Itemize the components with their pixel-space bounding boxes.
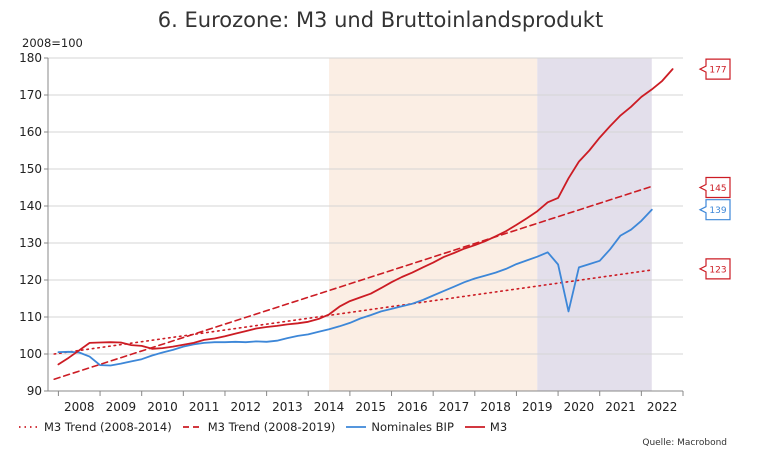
- legend-swatch: [464, 426, 485, 428]
- x-tick-label-2010: 2010: [147, 400, 178, 414]
- y-tick-label-100: 100: [19, 347, 42, 361]
- x-tick-label-2018: 2018: [480, 400, 511, 414]
- legend-item-1: M3 Trend (2008-2019): [182, 420, 336, 434]
- shaded-range-0: [329, 58, 538, 391]
- legend-swatch: [19, 426, 39, 428]
- end-value-label-139: 139: [698, 199, 731, 221]
- y-tick-label-90: 90: [27, 384, 42, 398]
- y-tick-label-180: 180: [19, 51, 42, 65]
- y-tick-label-130: 130: [19, 236, 42, 250]
- series-line-nominales-bip: [57, 208, 653, 367]
- legend-label: M3: [489, 420, 508, 434]
- x-tick-label-2014: 2014: [314, 400, 345, 414]
- svg-text:123: 123: [709, 265, 726, 275]
- end-value-label-177: 177: [698, 58, 731, 80]
- series-line-m3-trend-2008-2014-: [53, 269, 653, 355]
- source-note: Quelle: Macrobond: [642, 438, 727, 448]
- legend-label: Nominales BIP: [371, 420, 454, 434]
- svg-text:139: 139: [709, 206, 726, 216]
- x-tick-label-2015: 2015: [355, 400, 386, 414]
- legend-item-0: M3 Trend (2008-2014): [18, 420, 172, 434]
- series-line-m3: [57, 68, 674, 366]
- svg-text:177: 177: [709, 66, 726, 76]
- x-tick-label-2012: 2012: [231, 400, 262, 414]
- y-tick-label-170: 170: [19, 88, 42, 102]
- legend-item-3: M3: [464, 420, 507, 434]
- y-tick-label-110: 110: [19, 310, 42, 324]
- legend-swatch: [346, 426, 367, 428]
- chart-title: 6. Eurozone: M3 und Bruttoinlandsprodukt: [157, 8, 604, 32]
- x-tick-label-2021: 2021: [605, 400, 636, 414]
- end-value-label-123: 123: [698, 258, 731, 280]
- y-tick-label-150: 150: [19, 162, 42, 176]
- legend-label: M3 Trend (2008-2014): [44, 420, 172, 434]
- end-value-label-145: 145: [698, 176, 731, 199]
- y-axis-unit-label: 2008=100: [22, 36, 83, 50]
- y-tick-label-160: 160: [19, 125, 42, 139]
- y-tick-label-120: 120: [19, 273, 42, 287]
- x-tick-label-2017: 2017: [439, 400, 470, 414]
- shaded-range-1: [537, 58, 652, 391]
- y-tick-label-140: 140: [19, 199, 42, 213]
- x-tick-label-2013: 2013: [272, 400, 303, 414]
- x-tick-label-2016: 2016: [397, 400, 428, 414]
- svg-text:145: 145: [709, 184, 726, 194]
- legend-swatch: [182, 426, 203, 428]
- x-tick-label-2020: 2020: [564, 400, 595, 414]
- x-tick-label-2022: 2022: [647, 400, 678, 414]
- x-tick-label-2009: 2009: [106, 400, 137, 414]
- series-line-m3-trend-2008-2019-: [53, 185, 653, 380]
- x-tick-label-2019: 2019: [522, 400, 553, 414]
- legend-item-2: Nominales BIP: [345, 420, 454, 434]
- legend-label: M3 Trend (2008-2019): [207, 420, 336, 434]
- chart-legend: M3 Trend (2008-2014) M3 Trend (2008-2019)…: [18, 420, 507, 434]
- x-tick-label-2008: 2008: [64, 400, 95, 414]
- x-tick-label-2011: 2011: [189, 400, 220, 414]
